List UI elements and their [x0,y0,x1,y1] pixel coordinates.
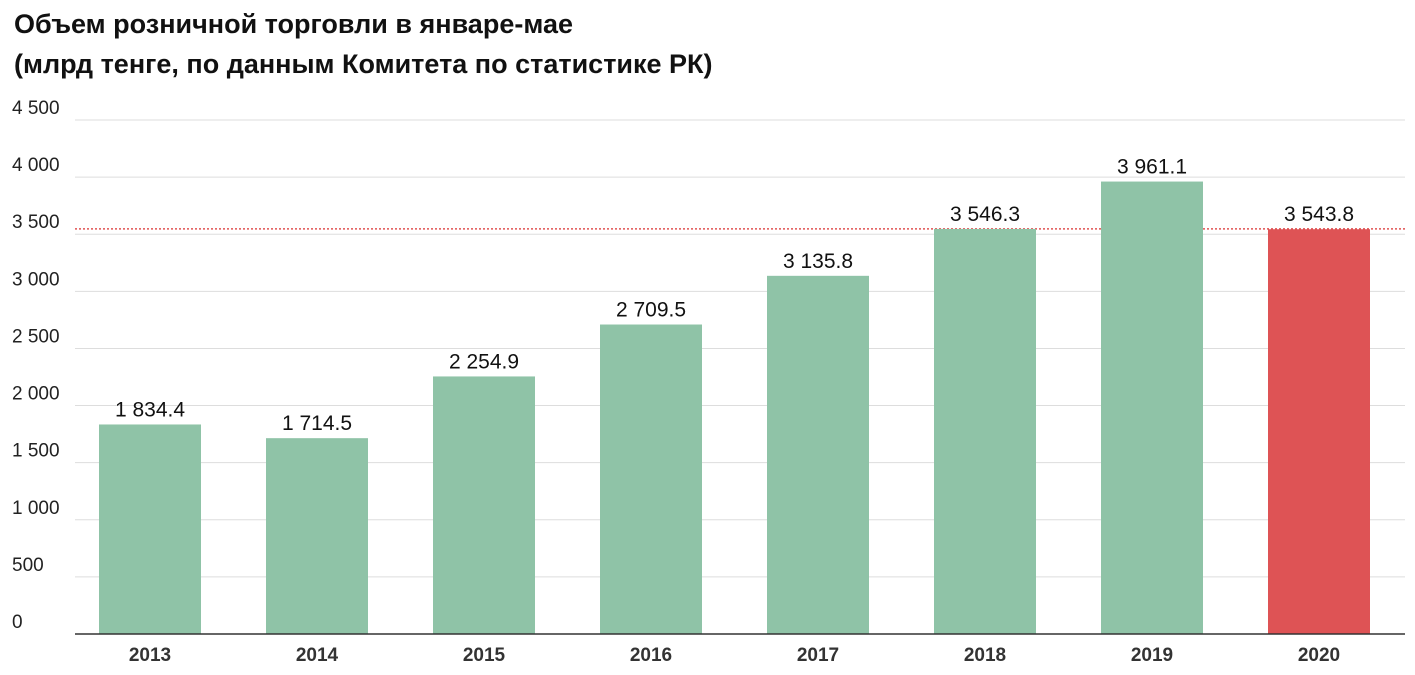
y-tick-label: 1 000 [12,498,60,519]
data-label-2019: 3 961.1 [1117,156,1187,179]
y-tick-label: 1 500 [12,441,60,462]
bar-2018 [934,228,1036,635]
x-tick-label-2016: 2016 [630,645,672,666]
bar-2013 [99,424,201,634]
y-tick-label: 4 500 [12,98,60,119]
labels-layer: 0 500 1 000 1 500 2 000 2 500 3 000 3 500 4 000 4… [12,98,1354,666]
y-tick-label: 3 500 [12,212,60,233]
bars-layer [99,181,1370,635]
bar-2020 [1268,229,1370,634]
x-tick-label-2019: 2019 [1131,645,1173,666]
x-tick-label-2013: 2013 [129,645,171,666]
chart-title: Объем розничной торговли в январе-мае [14,9,573,39]
data-label-2017: 3 135.8 [783,250,853,273]
bar-2014 [266,438,368,634]
x-tick-label-2014: 2014 [296,645,339,666]
data-label-2016: 2 709.5 [616,299,686,322]
y-tick-label: 500 [12,555,44,576]
y-tick-label: 2 500 [12,326,60,347]
chart-title-block: Объем розничной торговли в январе-мае (м… [14,4,713,84]
data-label-2020: 3 543.8 [1284,203,1354,226]
y-tick-label: 3 000 [12,269,60,290]
data-label-2015: 2 254.9 [449,350,519,373]
bar-2017 [767,275,869,634]
bar-2015 [433,376,535,634]
bar-2016 [600,324,702,634]
x-tick-label-2020: 2020 [1298,645,1340,666]
bar-2019 [1101,181,1203,634]
data-label-2013: 1 834.4 [115,398,185,421]
chart-subtitle: (млрд тенге, по данным Комитета по стати… [14,49,713,79]
x-tick-label-2015: 2015 [463,645,506,666]
y-tick-label: 0 [12,612,23,633]
x-tick-label-2017: 2017 [797,645,839,666]
x-tick-label-2018: 2018 [964,645,1006,666]
y-tick-label: 2 000 [12,384,60,405]
data-label-2018: 3 546.3 [950,203,1020,226]
y-tick-label: 4 000 [12,155,60,176]
data-label-2014: 1 714.5 [282,412,352,435]
